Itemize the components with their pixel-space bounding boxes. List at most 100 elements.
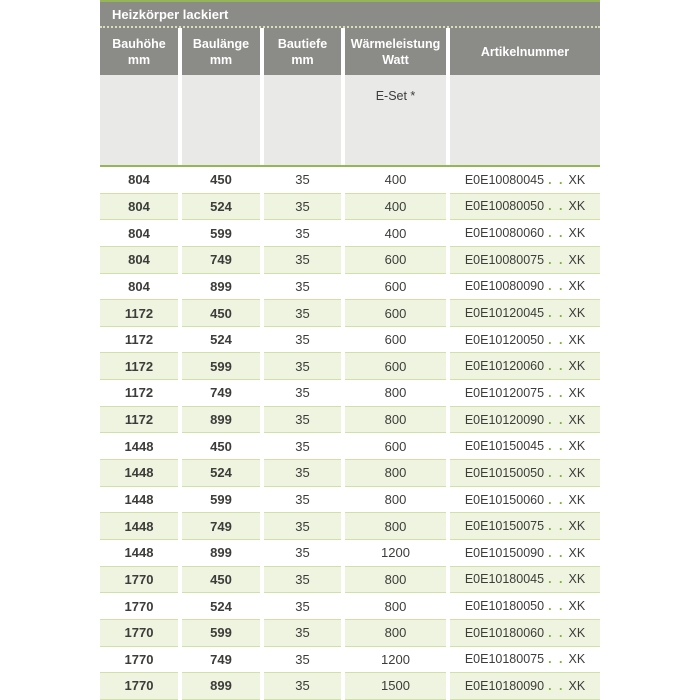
artikel-prefix: E0E10180045 [464,572,545,587]
table-body: 804 450 35 400 E0E10080045. . XK 804 524 35 400 E0… [100,167,600,700]
table-row: 1448 599 35 800 E0E10150060. . XK [100,486,600,514]
table-row: 1172 599 35 600 E0E10120060. . XK [100,353,600,381]
cell-bautiefe: 35 [264,646,341,674]
cell-bautiefe: 35 [264,193,341,221]
subheader-cell-bauhoehe [100,75,178,165]
top-accent-line [100,0,600,2]
cell-bautiefe: 35 [264,539,341,567]
green-dots-icon: . . [548,252,565,267]
cell-artikelnummer: E0E10180045. . XK [450,566,600,594]
cell-bauhoehe: 1172 [100,326,178,354]
cell-bautiefe: 35 [264,220,341,247]
artikel-prefix: E0E10120045 [464,306,545,321]
cell-baulaenge: 524 [182,593,260,620]
artikel-prefix: E0E10120050 [464,332,545,347]
cell-baulaenge: 599 [182,486,260,514]
cell-bauhoehe: 1172 [100,380,178,407]
cell-bautiefe: 35 [264,300,341,327]
cell-baulaenge: 749 [182,246,260,274]
cell-artikelnummer: E0E10150045. . XK [450,433,600,461]
cell-bautiefe: 35 [264,406,341,434]
cell-baulaenge: 450 [182,167,260,194]
artikel-suffix: XK [568,306,586,321]
table-row: 804 524 35 400 E0E10080050. . XK [100,193,600,221]
column-header-label: Bauhöhe [112,36,166,51]
cell-baulaenge: 749 [182,380,260,407]
column-header-artikelnummer: Artikelnummer [450,28,600,75]
cell-watt: 800 [345,593,446,620]
cell-artikelnummer: E0E10080075. . XK [450,246,600,274]
green-dots-icon: . . [548,199,565,214]
artikel-prefix: E0E10180050 [464,599,545,614]
cell-watt: 400 [345,167,446,194]
artikel-suffix: XK [568,252,586,267]
radiator-spec-table: Heizkörper lackiert Bauhöhe mm Baulänge … [100,0,600,700]
table-row: 1172 524 35 600 E0E10120050. . XK [100,326,600,354]
cell-bautiefe: 35 [264,460,341,487]
artikel-prefix: E0E10120090 [464,412,545,427]
cell-artikelnummer: E0E10080060. . XK [450,220,600,247]
green-dots-icon: . . [548,572,565,587]
cell-bauhoehe: 1448 [100,539,178,567]
cell-artikelnummer: E0E10080090. . XK [450,273,600,301]
cell-artikelnummer: E0E10150075. . XK [450,513,600,540]
cell-bauhoehe: 1448 [100,460,178,487]
artikel-suffix: XK [568,545,586,560]
artikel-prefix: E0E10080075 [464,252,545,267]
artikel-prefix: E0E10150075 [464,519,545,534]
artikel-suffix: XK [568,172,586,187]
column-header-unit: mm [291,52,314,67]
table-row: 804 450 35 400 E0E10080045. . XK [100,167,600,194]
green-dots-icon: . . [548,599,565,614]
cell-baulaenge: 599 [182,353,260,381]
cell-baulaenge: 749 [182,513,260,540]
cell-watt: 800 [345,619,446,647]
table-row: 1770 450 35 800 E0E10180045. . XK [100,566,600,594]
column-header-bautiefe: Bautiefe mm [264,28,341,75]
column-header-label: Artikelnummer [480,44,570,59]
green-dots-icon: . . [548,332,565,347]
artikel-suffix: XK [568,572,586,587]
table-row: 1448 450 35 600 E0E10150045. . XK [100,433,600,461]
artikel-suffix: XK [568,199,586,214]
artikel-prefix: E0E10150060 [464,492,545,507]
cell-bautiefe: 35 [264,619,341,647]
artikel-suffix: XK [568,439,586,454]
green-dots-icon: . . [548,652,565,667]
cell-baulaenge: 450 [182,566,260,594]
column-header-waermeleistung: Wärmeleistung Watt [345,28,446,75]
artikel-prefix: E0E10080050 [464,199,545,214]
artikel-prefix: E0E10180075 [464,652,545,667]
green-dots-icon: . . [548,412,565,427]
artikel-prefix: E0E10150090 [464,545,545,560]
subheader-cell-artikelnummer [450,75,600,165]
green-dots-icon: . . [548,545,565,560]
cell-bautiefe: 35 [264,326,341,354]
artikel-prefix: E0E10080045 [464,172,545,187]
subheader-row: E-Set * [100,75,600,165]
mid-accent-line [100,165,600,167]
artikel-suffix: XK [568,412,586,427]
artikel-suffix: XK [568,625,586,640]
subheader-cell-eset: E-Set * [345,75,446,165]
cell-artikelnummer: E0E10150090. . XK [450,539,600,567]
cell-bautiefe: 35 [264,353,341,381]
eset-label: E-Set * [375,89,416,103]
cell-artikelnummer: E0E10180075. . XK [450,646,600,674]
cell-watt: 600 [345,326,446,354]
green-dots-icon: . . [548,492,565,507]
table-row: 1448 899 35 1200 E0E10150090. . XK [100,539,600,567]
green-dots-icon: . . [548,519,565,534]
cell-baulaenge: 450 [182,433,260,461]
column-header-unit: mm [209,52,233,67]
cell-watt: 1500 [345,673,446,700]
cell-artikelnummer: E0E10120045. . XK [450,300,600,327]
table-row: 1172 899 35 800 E0E10120090. . XK [100,406,600,434]
artikel-prefix: E0E10080090 [464,279,545,294]
column-header-baulaenge: Baulänge mm [182,28,260,75]
cell-watt: 400 [345,193,446,221]
cell-watt: 1200 [345,646,446,674]
column-header-row: Bauhöhe mm Baulänge mm Bautiefe mm Wärme… [100,28,600,75]
cell-bauhoehe: 1770 [100,593,178,620]
cell-baulaenge: 899 [182,273,260,301]
